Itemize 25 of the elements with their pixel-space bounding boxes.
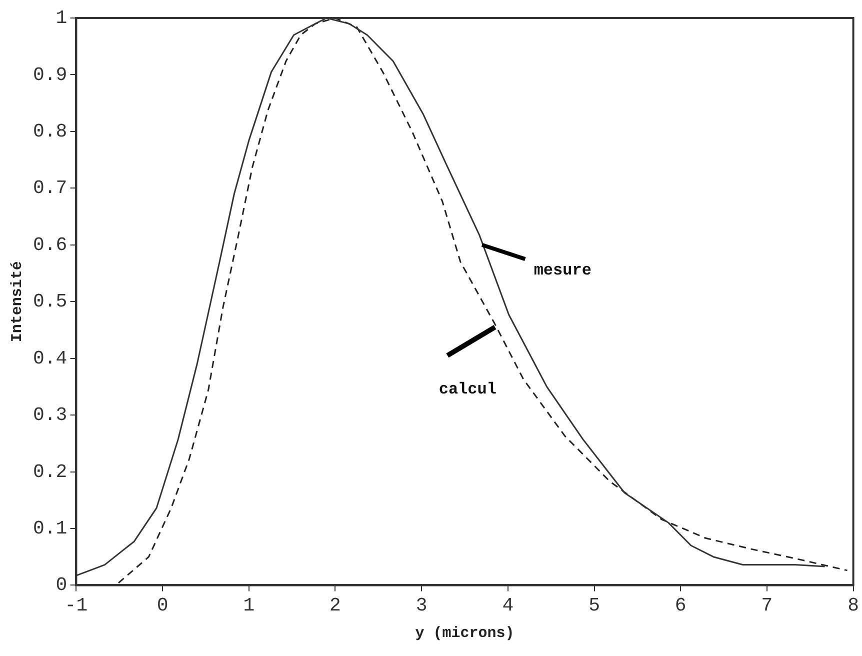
y-tick-label: 0.7 [32,177,68,200]
x-tick-label: 5 [588,594,600,617]
y-tick-label: 0.3 [32,404,68,426]
x-tick-label: 3 [416,594,428,617]
y-tick-label: 0.4 [32,347,68,370]
x-tick-label: 8 [848,594,859,617]
x-tick-label: -1 [64,594,88,617]
x-tick-label: 4 [502,594,514,617]
y-tick-label: 0.5 [32,290,68,313]
x-tick-label: 7 [761,594,773,617]
series-label: calcul [438,380,496,399]
x-tick-label: 6 [674,594,686,617]
y-tick-label: 0.1 [32,518,68,540]
text: mesure [534,261,592,280]
y-tick-label: 0.6 [32,234,68,256]
y-tick-label: 0.8 [32,120,68,142]
y-tick-label: 0.9 [32,64,68,86]
y-axis-title: Intensité [8,261,26,342]
y-tick-label: 0.2 [32,460,68,483]
x-tick-label: 2 [330,594,341,617]
y-tick-label: 1 [56,7,68,30]
y-tick-label: 0 [56,574,68,596]
x-axis-title: y (microns) [415,624,514,642]
x-tick-label: 1 [243,594,255,617]
x-tick-label: 0 [156,594,168,617]
